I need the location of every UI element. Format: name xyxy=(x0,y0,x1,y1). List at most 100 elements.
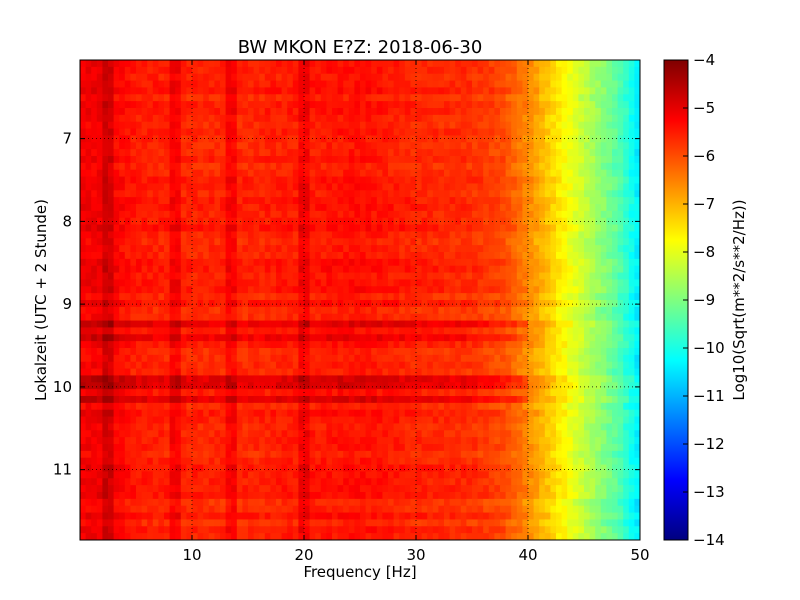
heatmap-cell xyxy=(220,265,227,274)
heatmap-cell xyxy=(416,60,423,68)
heatmap-cell xyxy=(102,94,109,102)
heatmap-cell xyxy=(136,101,143,109)
heatmap-cell xyxy=(595,176,602,185)
heatmap-cell xyxy=(376,265,383,274)
heatmap-cell xyxy=(248,265,255,274)
heatmap-cell xyxy=(141,382,148,390)
heatmap-cell xyxy=(388,60,395,68)
heatmap-cell xyxy=(584,169,591,178)
heatmap-cell xyxy=(472,313,479,322)
heatmap-cell xyxy=(264,190,271,198)
heatmap-cell xyxy=(617,238,624,246)
heatmap-cell xyxy=(550,238,557,246)
heatmap-cell xyxy=(253,142,260,150)
heatmap-cell xyxy=(141,341,148,349)
heatmap-cell xyxy=(533,128,540,137)
heatmap-cell xyxy=(427,162,434,171)
heatmap-cell xyxy=(96,176,103,185)
heatmap-cell xyxy=(124,341,131,349)
heatmap-cell xyxy=(108,114,115,123)
heatmap-cell xyxy=(365,272,372,281)
heatmap-cell xyxy=(309,60,316,68)
heatmap-cell xyxy=(600,361,607,370)
heatmap-cell xyxy=(382,87,389,95)
heatmap-cell xyxy=(236,238,243,246)
heatmap-cell xyxy=(365,128,372,137)
heatmap-cell xyxy=(600,217,607,226)
heatmap-cell xyxy=(444,258,451,267)
heatmap-cell xyxy=(539,354,546,363)
heatmap-cell xyxy=(192,217,199,226)
heatmap-cell xyxy=(309,320,316,329)
heatmap-cell xyxy=(343,60,350,68)
heatmap-cell xyxy=(432,87,439,95)
heatmap-cell xyxy=(382,183,389,191)
heatmap-cell xyxy=(309,368,316,377)
heatmap-cell xyxy=(85,361,92,370)
heatmap-cell xyxy=(253,231,260,239)
heatmap-cell xyxy=(248,87,255,95)
heatmap-cell xyxy=(595,245,602,253)
heatmap-cell xyxy=(371,265,378,274)
heatmap-cell xyxy=(175,368,182,377)
heatmap-cell xyxy=(242,183,249,191)
heatmap-cell xyxy=(96,293,103,301)
heatmap-cell xyxy=(113,149,120,157)
heatmap-cell xyxy=(292,306,299,315)
heatmap-cell xyxy=(242,313,249,322)
heatmap-cell xyxy=(96,135,103,143)
heatmap-cell xyxy=(449,135,456,143)
heatmap-cell xyxy=(528,101,535,109)
heatmap-cell xyxy=(292,135,299,143)
heatmap-cell xyxy=(108,300,115,308)
heatmap-cell xyxy=(96,341,103,349)
heatmap-cell xyxy=(354,327,361,335)
heatmap-cell xyxy=(309,190,316,198)
heatmap-cell xyxy=(561,108,568,116)
heatmap-cell xyxy=(85,176,92,185)
heatmap-cell xyxy=(539,94,546,102)
heatmap-cell xyxy=(225,258,232,267)
heatmap-cell xyxy=(292,94,299,102)
heatmap-cell xyxy=(147,73,154,82)
heatmap-cell xyxy=(113,334,120,342)
heatmap-cell xyxy=(483,169,490,178)
heatmap-cell xyxy=(505,60,512,68)
heatmap-cell xyxy=(488,101,495,109)
heatmap-cell xyxy=(438,94,445,102)
heatmap-cell xyxy=(444,375,451,383)
heatmap-cell xyxy=(85,245,92,253)
heatmap-cell xyxy=(472,279,479,287)
heatmap-cell xyxy=(595,306,602,315)
heatmap-cell xyxy=(332,279,339,287)
heatmap-cell xyxy=(472,197,479,205)
heatmap-cell xyxy=(623,183,630,191)
heatmap-cell xyxy=(612,300,619,308)
heatmap-cell xyxy=(248,135,255,143)
heatmap-cell xyxy=(567,375,574,383)
heatmap-cell xyxy=(197,361,204,370)
heatmap-cell xyxy=(186,217,193,226)
heatmap-cell xyxy=(500,60,507,68)
heatmap-cell xyxy=(427,300,434,308)
heatmap-cell xyxy=(180,66,187,75)
heatmap-cell xyxy=(634,114,640,123)
heatmap-cell xyxy=(365,197,372,205)
heatmap-cell xyxy=(337,128,344,137)
heatmap-cell xyxy=(270,162,277,171)
heatmap-cell xyxy=(186,258,193,267)
heatmap-cell xyxy=(472,258,479,267)
heatmap-cell xyxy=(477,224,484,233)
heatmap-cell xyxy=(528,66,535,75)
heatmap-cell xyxy=(343,210,350,219)
heatmap-cell xyxy=(119,245,126,253)
heatmap-cell xyxy=(365,238,372,246)
heatmap-cell xyxy=(343,101,350,109)
heatmap-cell xyxy=(220,361,227,370)
heatmap-cell xyxy=(628,73,635,82)
heatmap-cell xyxy=(343,94,350,102)
heatmap-cell xyxy=(404,197,411,205)
heatmap-cell xyxy=(382,128,389,137)
heatmap-cell xyxy=(427,341,434,349)
heatmap-cell xyxy=(158,149,165,157)
